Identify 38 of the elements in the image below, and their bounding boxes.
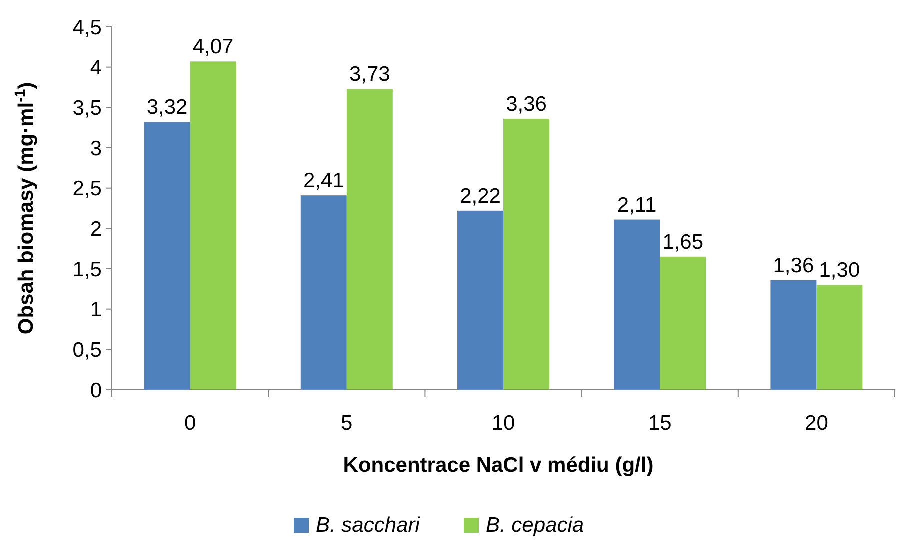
y-tick-label: 3,5 <box>72 97 102 120</box>
data-label: 3,32 <box>146 96 188 120</box>
bar <box>614 220 660 390</box>
data-label: 2,22 <box>460 184 501 208</box>
y-tick-label: 0 <box>90 379 102 402</box>
data-label: 2,11 <box>617 194 657 217</box>
bar <box>190 62 236 390</box>
y-tick-label: 0,5 <box>72 339 102 362</box>
bar <box>300 196 347 390</box>
bar <box>144 122 190 390</box>
data-label: 1,30 <box>819 259 860 282</box>
x-tick-label: 15 <box>648 412 672 435</box>
data-label: 4,07 <box>192 36 234 59</box>
legend-label: B. sacchari <box>316 514 422 537</box>
y-tick-label: 2,5 <box>72 178 102 201</box>
bar <box>660 256 706 390</box>
x-tick-label: 20 <box>805 412 828 435</box>
bar <box>458 210 504 390</box>
bar <box>816 285 863 390</box>
data-label: 1,65 <box>662 230 704 254</box>
y-tick-label: 4 <box>90 56 102 80</box>
x-tick-label: 5 <box>341 412 353 435</box>
x-tick-label: 10 <box>492 412 516 435</box>
data-label: 1,36 <box>773 254 814 278</box>
data-label: 3,73 <box>349 63 390 86</box>
legend-label: B. cepacia <box>486 514 584 537</box>
bar <box>346 89 393 390</box>
y-tick-label: 1 <box>90 298 102 322</box>
y-tick-label: 2 <box>90 218 102 242</box>
data-label: 2,41 <box>303 170 344 193</box>
bar <box>504 118 550 390</box>
x-axis-title: Koncentrace NaCl v médiu (g/l) <box>343 454 654 477</box>
y-tick-label: 4,5 <box>72 16 102 40</box>
x-tick-label: 0 <box>184 412 196 435</box>
y-tick-label: 1,5 <box>72 258 102 282</box>
y-tick-label: 3 <box>90 137 102 160</box>
bar <box>770 280 817 390</box>
data-label: 3,36 <box>506 92 547 116</box>
